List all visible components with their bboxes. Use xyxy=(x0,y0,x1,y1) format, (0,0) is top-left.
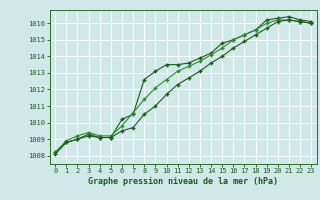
X-axis label: Graphe pression niveau de la mer (hPa): Graphe pression niveau de la mer (hPa) xyxy=(88,177,278,186)
